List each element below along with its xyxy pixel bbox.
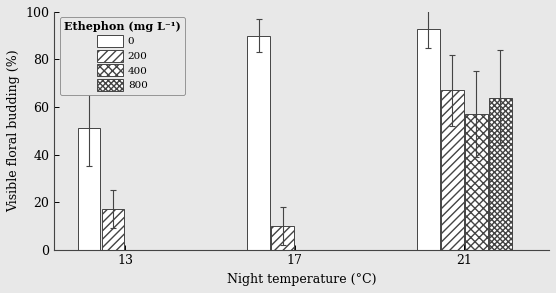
Bar: [102, 209, 125, 250]
Bar: [489, 98, 512, 250]
X-axis label: Night temperature (°C): Night temperature (°C): [227, 273, 376, 286]
Bar: [465, 114, 488, 250]
Bar: [271, 226, 294, 250]
Y-axis label: Visible floral budding (%): Visible floral budding (%): [7, 50, 20, 212]
Legend: 0, 200, 400, 800: 0, 200, 400, 800: [59, 17, 185, 95]
Bar: [78, 128, 100, 250]
Bar: [417, 29, 439, 250]
Bar: [247, 36, 270, 250]
Bar: [441, 90, 464, 250]
